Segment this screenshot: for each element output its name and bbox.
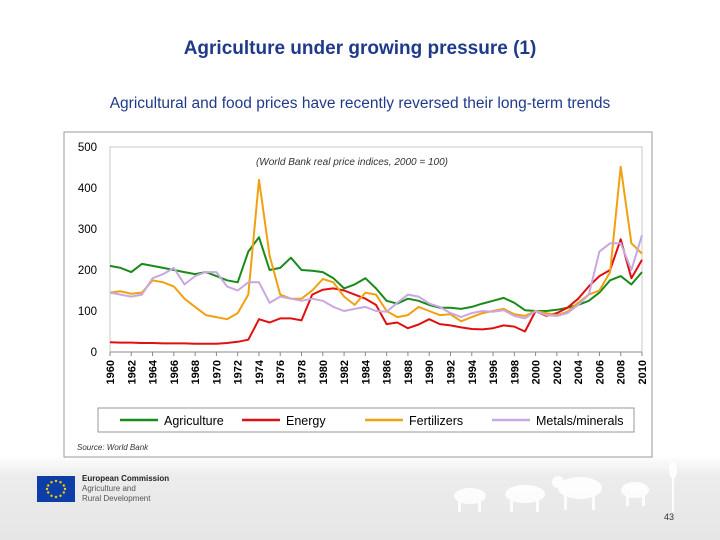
x-tick-label: 1974	[254, 359, 266, 384]
x-tick-label: 1964	[148, 359, 160, 384]
x-tick-label: 1984	[360, 359, 372, 384]
x-tick-label: 1962	[126, 360, 138, 384]
legend-label: Agriculture	[164, 414, 224, 428]
y-tick-label: 400	[78, 183, 97, 195]
slide-subtitle: Agricultural and food prices have recent…	[109, 95, 611, 112]
page-number: 43	[664, 512, 675, 522]
x-tick-label: 2000	[531, 360, 543, 384]
legend-label: Metals/minerals	[536, 414, 624, 428]
x-tick-label: 1994	[467, 359, 479, 384]
y-tick-label: 500	[78, 142, 97, 154]
y-axis: 0 100 200 300 400 500	[78, 142, 97, 359]
slide-title: Agriculture under growing pressure (1)	[183, 38, 537, 59]
x-tick-label: 1996	[488, 360, 500, 384]
logo-line-2: Agriculture and	[82, 484, 136, 493]
y-tick-label: 0	[91, 347, 97, 359]
series-lines	[109, 165, 643, 345]
x-tick-label: 2006	[594, 360, 606, 384]
x-tick-label: 1982	[339, 360, 351, 384]
legend-label: Energy	[286, 414, 326, 428]
legend-items: Agriculture Energy Fertilizers Metals/miner…	[120, 414, 624, 428]
footer-band	[0, 455, 720, 540]
price-index-chart: (World Bank real price indices, 2000 = 1…	[63, 131, 653, 458]
x-tick-label: 2004	[573, 359, 585, 384]
logo-text: European Commission Agriculture and Rura…	[82, 474, 169, 504]
source-note: Source: World Bank	[77, 443, 149, 452]
x-tick-label: 1970	[211, 360, 223, 384]
x-tick-label: 2008	[616, 360, 628, 384]
y-tick-label: 200	[78, 265, 97, 277]
x-tick-label: 1988	[403, 360, 415, 384]
legend-label: Fertilizers	[409, 414, 463, 428]
series-line-agriculture	[109, 236, 643, 312]
x-tick-label: 1990	[424, 360, 436, 384]
x-tick-label: 1978	[297, 360, 309, 384]
x-tick-label: 1972	[233, 360, 245, 384]
x-tick-label: 1992	[445, 360, 457, 384]
chart-annotation: (World Bank real price indices, 2000 = 1…	[256, 157, 448, 168]
eu-stars-icon	[45, 479, 67, 499]
series-line-metals-minerals	[109, 234, 643, 320]
farm-animals-silhouette-icon	[454, 461, 677, 512]
y-tick-label: 300	[78, 224, 97, 236]
x-tick-label: 1960	[105, 360, 117, 384]
plot-area	[109, 146, 643, 353]
logo-line-1: European Commission	[82, 474, 170, 483]
x-tick-label: 1968	[190, 360, 202, 384]
x-tick-label: 1998	[509, 360, 521, 384]
x-axis: 1960 1962 1964 1966 1968 1970 1972 1974 1976 1978…	[105, 351, 649, 384]
logo-line-3: Rural Development	[82, 494, 151, 503]
x-tick-label: 1986	[382, 360, 394, 384]
series-line-fertilizers	[109, 165, 643, 323]
x-tick-label: 1980	[318, 360, 330, 384]
eu-flag-logo	[37, 476, 75, 502]
x-tick-label: 2002	[552, 360, 564, 384]
x-tick-label: 1976	[275, 360, 287, 384]
x-tick-label: 1966	[169, 360, 181, 384]
y-tick-label: 100	[78, 306, 97, 318]
x-tick-label: 2010	[637, 360, 649, 384]
